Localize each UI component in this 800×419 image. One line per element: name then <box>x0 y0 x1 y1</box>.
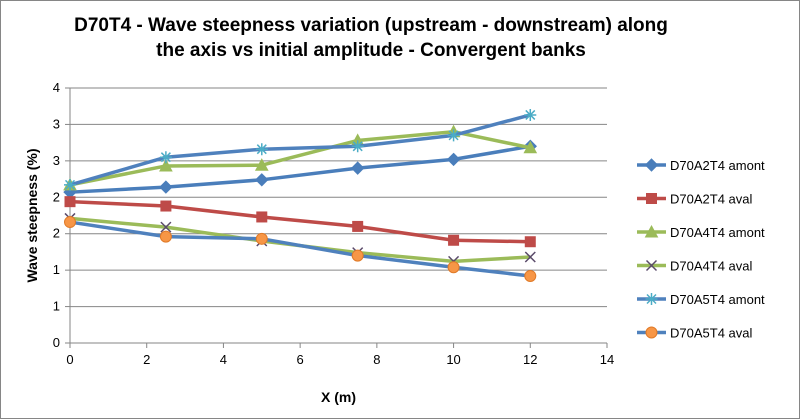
data-point <box>159 151 172 164</box>
legend-swatch-marker <box>645 293 658 305</box>
data-point <box>448 234 460 246</box>
data-point <box>351 249 364 262</box>
legend-label: D70A5T4 amont <box>670 292 765 307</box>
data-point <box>160 221 172 233</box>
legend-label: D70A4T4 aval <box>670 259 752 274</box>
data-point <box>255 173 269 187</box>
data-point <box>255 232 268 245</box>
legend-label: D70A2T4 aval <box>670 192 752 207</box>
x-tick-label: 10 <box>446 352 460 367</box>
chart-title: D70T4 - Wave steepness variation (upstre… <box>74 15 668 61</box>
y-tick-label: 1 <box>53 262 60 277</box>
data-point <box>446 152 461 167</box>
y-tick-label: 0 <box>53 335 60 350</box>
data-point <box>64 178 76 191</box>
series-line <box>69 144 531 194</box>
legend-entry: D70A4T4 amont <box>637 224 765 240</box>
data-point <box>160 200 172 212</box>
data-point <box>159 158 173 172</box>
x-tick-label: 4 <box>220 352 227 367</box>
legend-label: D70A5T4 aval <box>670 326 752 341</box>
x-tick-label: 0 <box>66 352 73 367</box>
series-line <box>69 129 531 187</box>
legend-swatch-marker <box>645 259 658 272</box>
legend-swatch-marker <box>645 326 658 339</box>
y-tick-label: 2 <box>53 189 60 204</box>
series-line <box>69 220 531 278</box>
x-tick-label: 14 <box>600 352 614 367</box>
data-point <box>352 220 364 232</box>
legend-swatch-marker <box>644 158 659 172</box>
data-point <box>64 196 76 208</box>
data-point <box>256 211 268 223</box>
series-plot-area <box>63 108 538 282</box>
data-point <box>447 129 460 142</box>
legend-label: D70A4T4 amont <box>670 225 765 240</box>
legend-swatch-marker <box>644 224 659 238</box>
data-point <box>524 251 536 263</box>
x-tick-label: 6 <box>297 352 304 367</box>
y-axis-title: Wave steepness (%) <box>24 148 40 282</box>
gridlines <box>70 87 607 308</box>
data-point <box>255 143 268 156</box>
legend-swatch-marker <box>646 193 657 204</box>
legend-entry: D70A5T4 amont <box>637 292 765 307</box>
x-tick-label: 12 <box>523 352 537 367</box>
data-point <box>350 161 365 175</box>
series-d70a5t4-amont <box>64 108 537 191</box>
legend: D70A2T4 amont D70A2T4 aval D70A4T4 amont D7… <box>637 158 765 341</box>
data-point <box>159 180 173 194</box>
data-point <box>524 236 536 248</box>
data-point <box>254 158 269 171</box>
data-point <box>524 108 537 121</box>
y-tick-label: 1 <box>53 299 60 314</box>
legend-entry: D70A2T4 amont <box>637 158 765 173</box>
y-tick-label: 4 <box>53 80 60 95</box>
x-tick-label: 2 <box>143 352 150 367</box>
series-line <box>69 113 531 187</box>
data-point <box>159 230 172 243</box>
legend-entry: D70A5T4 aval <box>637 326 752 341</box>
legend-label: D70A2T4 amont <box>670 158 765 173</box>
data-point <box>447 261 460 274</box>
data-point <box>524 269 537 282</box>
legend-entry: D70A4T4 aval <box>637 259 752 274</box>
legend-entry: D70A2T4 aval <box>637 192 752 207</box>
y-tick-label: 3 <box>53 116 60 131</box>
x-tick-label: 8 <box>373 352 380 367</box>
series-line <box>69 199 531 244</box>
series-d70a5t4-aval <box>64 216 537 282</box>
data-point <box>351 140 364 153</box>
data-point <box>523 140 538 154</box>
y-tick-label: 2 <box>53 226 60 241</box>
data-point <box>64 216 76 229</box>
y-tick-label: 3 <box>53 153 60 168</box>
series-d70a2t4-aval <box>64 196 536 248</box>
x-axis-title: X (m) <box>321 389 356 405</box>
